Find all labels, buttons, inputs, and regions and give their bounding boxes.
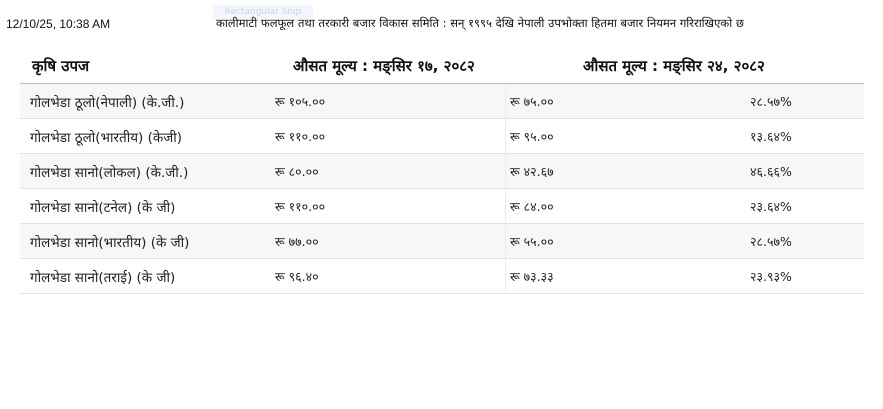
price-table: गोलभेडा ठूलो(नेपाली) (के.जी.) रू १०५.०० रू… bbox=[20, 83, 864, 294]
column-header-price-1: औसत मूल्य : मङ्सिर १७, २०८२ bbox=[293, 57, 475, 75]
column-divider bbox=[505, 119, 506, 153]
product-name: गोलभेडा सानो(लोकल) (के.जी.) bbox=[30, 165, 189, 181]
product-name: गोलभेडा सानो(टनेल) (के जी) bbox=[30, 200, 176, 216]
price-week-2: रू ९५.०० bbox=[510, 129, 554, 144]
price-week-1: रू १०५.०० bbox=[275, 94, 326, 109]
price-week-1: रू ९६.४० bbox=[275, 269, 319, 284]
column-divider bbox=[505, 224, 506, 258]
table-row: गोलभेडा सानो(भारतीय) (के जी) रू ७७.०० रू ५… bbox=[20, 224, 864, 259]
table-row: गोलभेडा सानो(लोकल) (के.जी.) रू ८०.०० रू ४२… bbox=[20, 154, 864, 189]
price-change: २८.५७% bbox=[750, 234, 792, 249]
price-week-2: रू ७५.०० bbox=[510, 94, 554, 109]
snip-toolbar-overlay[interactable]: Rectangular Snip bbox=[213, 5, 313, 20]
price-change: १३.६४% bbox=[750, 129, 792, 144]
column-header-price-2: औसत मूल्य : मङ्सिर २४, २०८२ bbox=[583, 57, 765, 75]
price-change: २३.९३% bbox=[750, 269, 792, 284]
timestamp: 12/10/25, 10:38 AM bbox=[6, 17, 111, 31]
price-week-1: रू ११०.०० bbox=[275, 199, 326, 214]
price-change: २३.६४% bbox=[750, 199, 792, 214]
price-week-2: रू ४२.६७ bbox=[510, 164, 554, 179]
price-week-2: रू ७३.३३ bbox=[510, 269, 554, 284]
product-name: गोलभेडा ठूलो(भारतीय) (केजी) bbox=[30, 130, 183, 146]
table-row: गोलभेडा ठूलो(भारतीय) (केजी) रू ११०.०० रू ९… bbox=[20, 119, 864, 154]
price-week-1: रू ७७.०० bbox=[275, 234, 319, 249]
column-divider bbox=[505, 189, 506, 223]
page-header: कालीमाटी फलफूल तथा तरकारी बजार विकास समि… bbox=[216, 16, 744, 30]
table-row: गोलभेडा सानो(टनेल) (के जी) रू ११०.०० रू ८४… bbox=[20, 189, 864, 224]
column-header-product: कृषि उपज bbox=[32, 57, 90, 75]
table-row: गोलभेडा ठूलो(नेपाली) (के.जी.) रू १०५.०० रू… bbox=[20, 84, 864, 119]
column-divider bbox=[505, 84, 506, 118]
price-week-2: रू ५५.०० bbox=[510, 234, 554, 249]
table-row: गोलभेडा सानो(तराई) (के जी) रू ९६.४० रू ७३.… bbox=[20, 259, 864, 294]
price-week-1: रू ८०.०० bbox=[275, 164, 319, 179]
column-divider bbox=[505, 154, 506, 188]
product-name: गोलभेडा सानो(भारतीय) (के जी) bbox=[30, 235, 190, 251]
price-week-1: रू ११०.०० bbox=[275, 129, 326, 144]
product-name: गोलभेडा सानो(तराई) (के जी) bbox=[30, 270, 176, 286]
column-divider bbox=[505, 259, 506, 293]
product-name: गोलभेडा ठूलो(नेपाली) (के.जी.) bbox=[30, 95, 185, 111]
price-change: २८.५७% bbox=[750, 94, 792, 109]
price-week-2: रू ८४.०० bbox=[510, 199, 554, 214]
price-change: ४६.६६% bbox=[750, 164, 792, 179]
